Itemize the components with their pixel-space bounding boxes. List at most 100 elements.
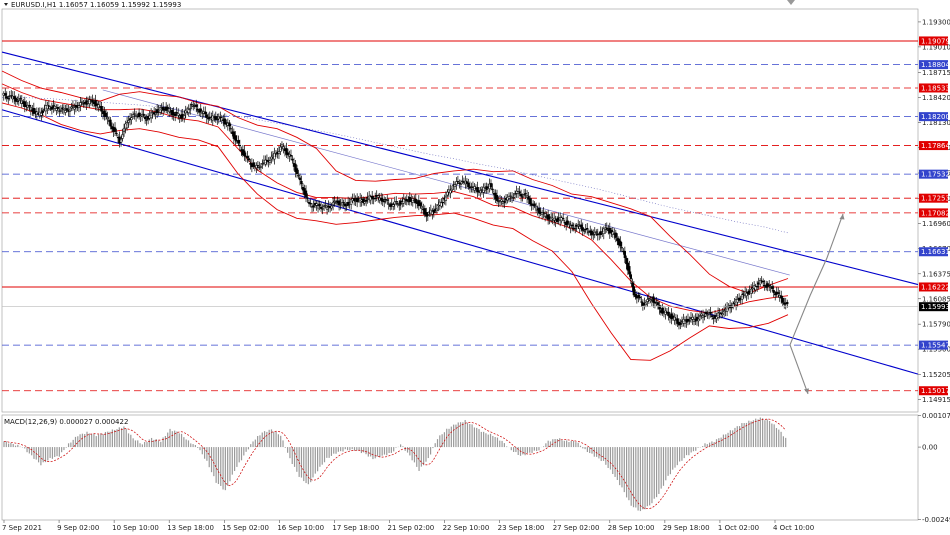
x-tick-label: 7 Sep 2021 bbox=[2, 524, 42, 532]
candle-body bbox=[581, 227, 584, 231]
candle-body bbox=[679, 322, 682, 325]
candle-body bbox=[425, 212, 428, 217]
y-tick-label: 1.16960 bbox=[922, 220, 950, 228]
candle-body bbox=[68, 109, 72, 112]
candle-body bbox=[166, 107, 169, 110]
candle-body bbox=[204, 111, 207, 115]
level-tag-label: 1.18200 bbox=[921, 113, 950, 121]
candle-body bbox=[50, 106, 54, 110]
candle-body bbox=[586, 227, 589, 230]
candle-body bbox=[519, 193, 523, 197]
channel-upper-line[interactable] bbox=[1, 51, 919, 286]
candle-body bbox=[392, 204, 395, 207]
candle-body bbox=[697, 318, 700, 322]
x-tick-label: 13 Sep 18:00 bbox=[167, 524, 214, 532]
macd-header: MACD(12,26,9) 0.000027 0.000422 bbox=[4, 418, 128, 426]
candle-body bbox=[175, 112, 178, 114]
x-tick-label: 21 Sep 02:00 bbox=[388, 524, 435, 532]
candle-body bbox=[5, 96, 8, 99]
candle-body bbox=[342, 202, 345, 204]
candle-body bbox=[309, 202, 312, 205]
y-tick-label: 1.16375 bbox=[922, 270, 950, 278]
level-tag-label: 1.16631 bbox=[921, 248, 950, 256]
candle-body bbox=[7, 98, 10, 100]
x-tick-label: 17 Sep 18:00 bbox=[332, 524, 379, 532]
macd-histogram bbox=[3, 417, 787, 512]
candle-body bbox=[638, 296, 642, 299]
candle-body bbox=[500, 199, 503, 202]
candle-body bbox=[574, 228, 577, 230]
level-tag-label: 1.19079 bbox=[921, 37, 950, 45]
x-tick-label: 16 Sep 10:00 bbox=[277, 524, 324, 532]
dotted-moving-average bbox=[2, 97, 789, 234]
candle-body bbox=[318, 203, 321, 207]
level-tag-label: 1.15547 bbox=[921, 342, 950, 350]
candle-body bbox=[614, 232, 617, 238]
x-tick-label: 28 Sep 10:00 bbox=[608, 524, 655, 532]
candle-body bbox=[104, 112, 108, 117]
price-series[interactable] bbox=[2, 88, 789, 330]
candle-body bbox=[518, 191, 521, 194]
level-tag bbox=[919, 208, 948, 218]
candle-body bbox=[754, 286, 757, 291]
level-tag-label: 1.17864 bbox=[921, 142, 950, 150]
x-axis-ticks: 7 Sep 2021 9 Sep 02:00 10 Sep 10:00 13 Sep … bbox=[2, 520, 814, 532]
candle-body bbox=[777, 292, 780, 294]
candle-body bbox=[14, 97, 17, 102]
x-tick-label: 15 Sep 02:00 bbox=[222, 524, 269, 532]
candle-body bbox=[195, 104, 198, 107]
level-tag bbox=[919, 60, 948, 70]
candle-body bbox=[489, 183, 493, 188]
current-price-label: 1.15993 bbox=[921, 303, 950, 311]
candle-body bbox=[77, 105, 81, 108]
current-price-tag bbox=[919, 302, 948, 312]
candle-body bbox=[578, 226, 581, 230]
candle-body bbox=[219, 116, 222, 118]
candle-body bbox=[65, 108, 69, 111]
channel-lower-line[interactable] bbox=[1, 109, 919, 375]
y-tick-label: 1.15500 bbox=[922, 346, 950, 354]
candle-body bbox=[441, 202, 445, 204]
x-tick-label: 23 Sep 18:00 bbox=[498, 524, 545, 532]
x-tick-label: 29 Sep 18:00 bbox=[663, 524, 710, 532]
candle-body bbox=[595, 231, 598, 233]
bollinger-bands bbox=[1, 70, 789, 361]
y-tick-label: 1.18420 bbox=[922, 94, 950, 102]
candle-body bbox=[207, 117, 210, 120]
candle-body bbox=[396, 203, 399, 205]
price-levels: 1.19079 1.18804 1.18533 1.18200 1.17864 1.175… bbox=[2, 36, 950, 396]
candle-body bbox=[730, 306, 733, 309]
candle-body bbox=[363, 201, 366, 204]
candle-body bbox=[324, 205, 327, 207]
candle-body bbox=[556, 218, 559, 222]
candle-body bbox=[465, 181, 469, 184]
main-plot-frame bbox=[1, 8, 919, 413]
shift-marker-icon[interactable] bbox=[787, 0, 795, 5]
level-tag-label: 1.18533 bbox=[921, 84, 950, 92]
level-tag bbox=[919, 141, 948, 151]
candle-body bbox=[19, 98, 22, 100]
symbol-header: EURUSD.I,H1 1.16057 1.16059 1.15992 1.15… bbox=[11, 1, 181, 9]
candle-body bbox=[698, 315, 702, 317]
candle-body bbox=[80, 101, 84, 103]
candle-body bbox=[644, 302, 648, 306]
macd-signal-line bbox=[4, 418, 786, 510]
chevron-down-icon[interactable] bbox=[4, 3, 8, 6]
candle-body bbox=[333, 200, 336, 203]
y-tick-label: 1.15790 bbox=[922, 321, 950, 329]
candle-body bbox=[4, 93, 7, 96]
candle-body bbox=[268, 160, 272, 163]
candle-body bbox=[592, 234, 595, 236]
candle-body bbox=[647, 297, 651, 300]
candle-body bbox=[259, 166, 263, 168]
candle-body bbox=[40, 113, 43, 116]
band-upper bbox=[1, 70, 789, 294]
candle-body bbox=[721, 313, 724, 315]
band-middle bbox=[1, 83, 789, 314]
x-tick-label: 4 Oct 10:00 bbox=[773, 524, 814, 532]
arrow-up-icon bbox=[839, 213, 845, 220]
projection-arrows bbox=[789, 213, 845, 395]
candle-body bbox=[503, 201, 506, 203]
candle-body bbox=[628, 266, 631, 275]
